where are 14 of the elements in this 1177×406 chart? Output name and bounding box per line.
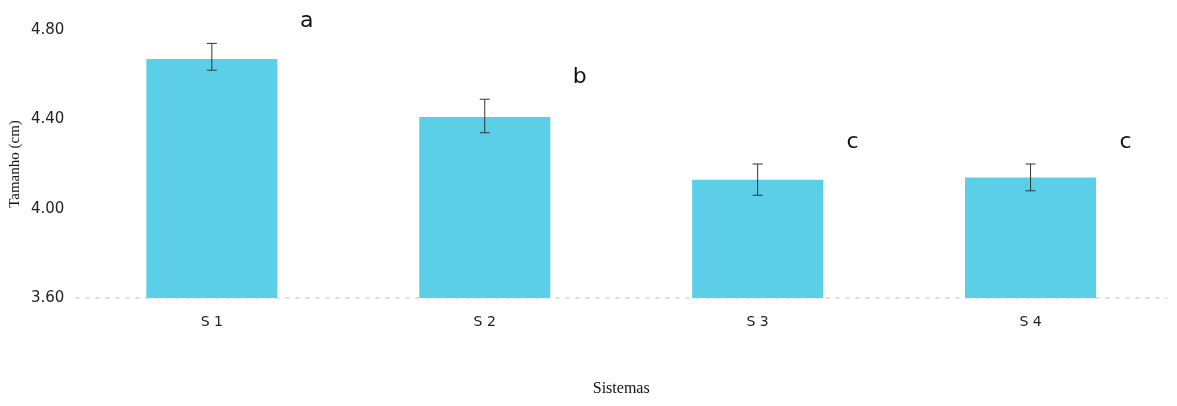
x-tick-label: S 2 [473,313,496,330]
y-tick-label: 4.80 [30,19,65,38]
y-tick-label: 3.60 [30,287,65,306]
y-tick-label: 4.00 [30,198,65,217]
x-axis-title: Sistemas [592,378,650,396]
y-tick-label: 4.40 [30,109,65,128]
x-tick-label: S 1 [200,313,223,330]
y-axis-title: Tamanho (cm) [5,120,23,208]
annotation: c [1119,127,1132,153]
annotation: c [846,127,859,153]
x-tick-label: S 4 [1019,313,1042,330]
annotation: b [572,62,587,88]
x-tick-label: S 3 [746,313,769,330]
annotation: a [300,7,314,33]
